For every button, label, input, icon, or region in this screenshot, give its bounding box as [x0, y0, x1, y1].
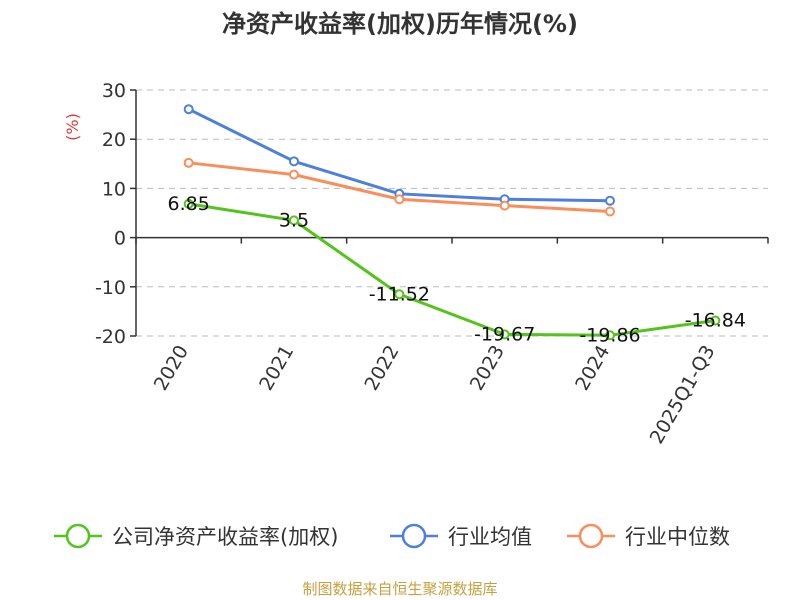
x-tick-label: 2021	[255, 342, 298, 395]
legend-marker-icon	[65, 523, 91, 549]
y-tick-label: 30	[102, 80, 126, 102]
y-axis-label: (%)	[63, 113, 82, 141]
data-label: -16.84	[685, 309, 746, 331]
data-labels: 6.85 3.5 -11.52 -19.67 -19.86 -16.84	[168, 193, 746, 346]
data-point	[289, 169, 299, 180]
y-tick-label: 0	[114, 228, 126, 250]
data-label: 6.85	[168, 193, 210, 215]
y-tick-labels: 30 20 10 0 -10 -20	[95, 80, 126, 348]
data-label: -11.52	[369, 283, 430, 305]
legend-marker-icon	[578, 523, 604, 549]
y-tick-label: -20	[95, 326, 126, 348]
legend-label: 公司净资产收益率(加权)	[112, 525, 338, 549]
data-point	[605, 330, 615, 341]
y-tick-label: 20	[102, 129, 126, 151]
series-line	[188, 107, 611, 203]
data-point	[289, 156, 299, 167]
gridlines	[136, 89, 768, 337]
data-label: 3.5	[279, 209, 309, 231]
y-tick-label: 10	[102, 178, 126, 200]
x-tick-label: 2025Q1-Q3	[646, 342, 720, 448]
legend-item[interactable]: 行业均值	[390, 523, 532, 549]
x-tick-label: 2023	[466, 341, 509, 394]
x-tick-label: 2024	[571, 342, 614, 395]
axes	[130, 89, 769, 337]
x-tick-label: 2022	[360, 342, 403, 395]
data-point	[605, 195, 615, 206]
data-point	[183, 157, 194, 168]
series-points	[183, 104, 721, 341]
data-point	[499, 200, 510, 211]
x-tick-labels: 2020 2021 2022 2023 2024 2025Q1-Q3	[150, 341, 720, 447]
legend-label: 行业中位数	[625, 525, 730, 549]
legend-item[interactable]: 行业中位数	[567, 523, 730, 549]
data-label: -19.67	[474, 323, 535, 345]
data-point	[605, 206, 615, 217]
series-line	[188, 202, 716, 337]
data-point	[394, 194, 405, 205]
legend-item[interactable]: 公司净资产收益率(加权)	[54, 523, 338, 549]
legend[interactable]: 公司净资产收益率(加权) 行业均值 行业中位数	[54, 523, 730, 549]
data-point	[394, 289, 405, 300]
data-point	[183, 104, 194, 115]
legend-label: 行业均值	[448, 525, 532, 549]
data-point	[499, 329, 510, 340]
series-lines	[188, 107, 716, 337]
data-point	[289, 215, 299, 226]
data-point	[710, 315, 721, 326]
source-note: 制图数据来自恒生聚源数据库	[302, 580, 497, 598]
data-point	[183, 198, 194, 209]
data-label: -19.86	[579, 324, 640, 346]
x-tick-label: 2020	[150, 342, 193, 395]
chart-title: 净资产收益率(加权)历年情况(%)	[222, 10, 578, 38]
y-tick-label: -10	[95, 277, 126, 299]
legend-marker-icon	[401, 523, 427, 549]
